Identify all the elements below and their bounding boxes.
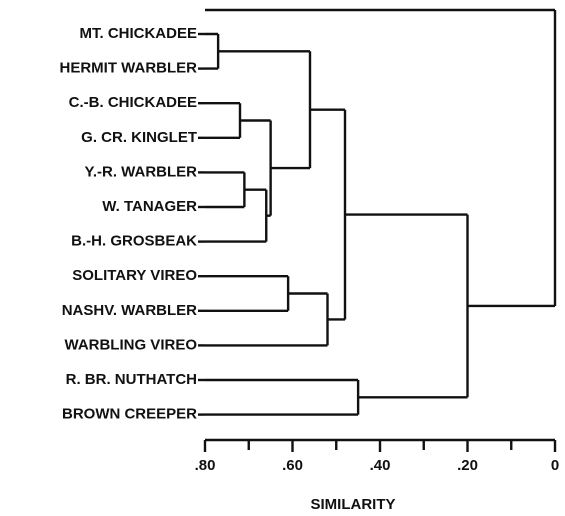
leaf-label: Y.-R. WARBLER	[85, 163, 198, 180]
link	[345, 213, 469, 399]
x-tick-label: .60	[282, 457, 303, 474]
link	[205, 102, 242, 139]
link	[205, 171, 246, 209]
leaf-label: BROWN CREEPER	[62, 406, 197, 423]
link	[205, 378, 360, 416]
link	[218, 50, 312, 170]
leaf-label: WARBLING VIREO	[64, 336, 197, 353]
x-tick-label: 0	[551, 457, 559, 474]
leaf-label: NASHV. WARBLER	[62, 302, 197, 319]
leaf-label: G. CR. KINGLET	[81, 129, 197, 146]
leaf-label: HERMIT WARBLER	[60, 60, 198, 77]
leaf-label: C.-B. CHICKADEE	[69, 94, 197, 111]
leaf-label: B.-H. GROSBEAK	[71, 233, 197, 250]
link	[205, 275, 290, 312]
link	[205, 292, 329, 347]
link	[205, 188, 268, 243]
link	[205, 32, 220, 70]
x-tick-label: .20	[457, 457, 478, 474]
leaf-label: SOLITARY VIREO	[72, 267, 197, 284]
link	[310, 108, 347, 321]
x-tick-label: .80	[195, 457, 216, 474]
x-tick-label: .40	[370, 457, 391, 474]
leaf-label: MT. CHICKADEE	[79, 25, 197, 42]
leaf-label: W. TANAGER	[102, 198, 197, 215]
leaf-label: R. BR. NUTHATCH	[66, 371, 197, 388]
x-axis-label: SIMILARITY	[311, 496, 396, 513]
